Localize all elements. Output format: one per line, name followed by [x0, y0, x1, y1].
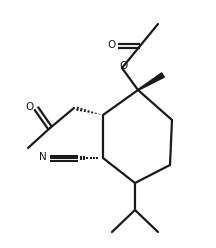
Polygon shape: [138, 73, 164, 90]
Text: O: O: [25, 102, 33, 112]
Text: N: N: [39, 152, 47, 162]
Text: O: O: [108, 40, 116, 50]
Text: O: O: [120, 61, 128, 71]
